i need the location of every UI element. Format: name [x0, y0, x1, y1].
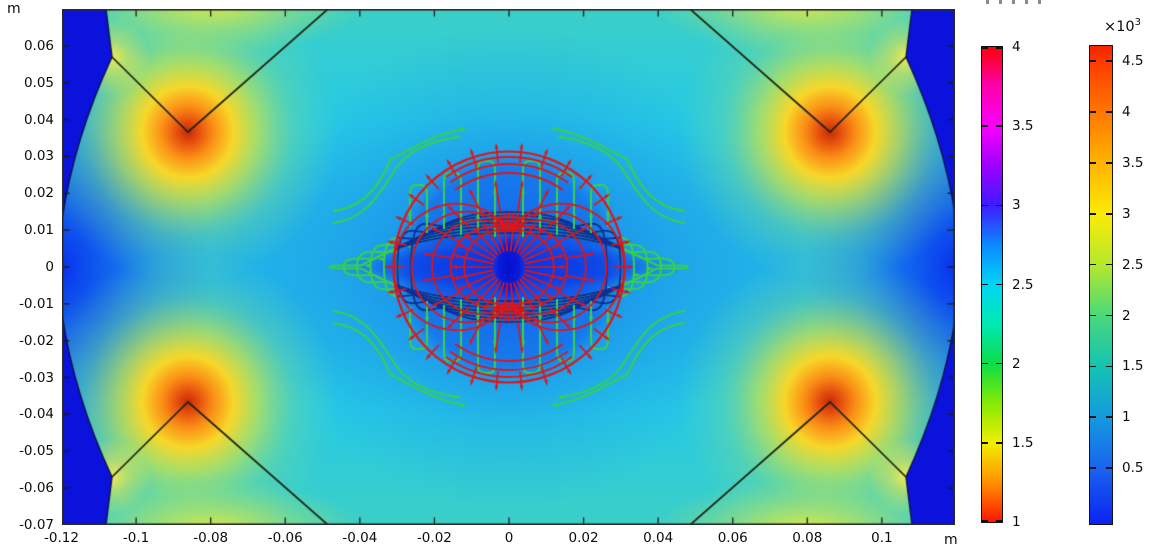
colorbar-tick: [1106, 263, 1112, 266]
colorbar-tick: [996, 47, 1002, 49]
colorbar-tick: [1090, 467, 1096, 469]
colorbar-tick-label: 3.5: [1012, 118, 1034, 135]
streamline-colorbar: [981, 46, 1003, 523]
y-tick-label: 0.06: [23, 37, 54, 54]
colorbar-tick: [1106, 111, 1112, 113]
colorbar-tick: [996, 442, 1002, 444]
x-tick-label: -0.12: [44, 530, 79, 546]
colorbar-tick: [1090, 314, 1096, 317]
colorbar-tick: [996, 362, 1002, 365]
surface-colorbar: [1089, 45, 1113, 525]
colorbar-tick-label: 2.5: [1012, 276, 1034, 293]
colorbar-tick-label: 3: [1122, 205, 1131, 222]
colorbar-tick: [1106, 314, 1112, 317]
x-tick-label: -0.08: [193, 530, 229, 546]
x-axis-unit-label: m: [944, 532, 958, 548]
field-plot-canvas[interactable]: [62, 9, 955, 525]
x-tick-label: 0.06: [717, 530, 748, 546]
colorbar-tick: [1106, 213, 1112, 215]
colorbar-tick-label: 4: [1012, 39, 1021, 55]
y-tick-label: -0.04: [19, 406, 54, 423]
colorbar-tick: [1090, 365, 1096, 368]
x-tick-label: -0.04: [342, 530, 378, 546]
colorbar-tick-label: 1.5: [1122, 358, 1144, 375]
colorbar-tick: [996, 520, 1002, 522]
x-tick-label: 0.02: [568, 530, 599, 546]
y-tick-label: 0.02: [23, 185, 54, 202]
colorbar-tick: [982, 520, 988, 522]
colorbar-tick: [1090, 213, 1096, 215]
colorbar-multiplier-label: ×103: [1104, 17, 1141, 35]
y-tick-label: 0.05: [23, 74, 54, 91]
y-tick-label: 0: [45, 259, 54, 275]
colorbar-tick-label: 0.5: [1122, 460, 1144, 477]
colorbar-tick-label: 2.5: [1122, 256, 1144, 273]
y-tick-label: -0.05: [19, 443, 54, 460]
x-tick-label: -0.1: [122, 530, 150, 546]
colorbar-tick: [1090, 263, 1096, 266]
x-tick-label: 0.04: [643, 530, 674, 546]
y-tick-label: -0.07: [19, 516, 54, 533]
colorbar-tick-label: 1.5: [1012, 434, 1034, 451]
colorbar-tick-label: 1: [1012, 514, 1021, 530]
colorbar-tick: [996, 125, 1002, 127]
y-tick-label: -0.03: [19, 369, 54, 386]
colorbar-tick: [982, 442, 988, 444]
colorbar-tick: [1106, 416, 1112, 418]
colorbar-tick: [1106, 467, 1112, 469]
colorbar-tick: [1090, 162, 1096, 164]
colorbar-tick-label: 2: [1122, 307, 1131, 324]
x-tick-label: 0: [504, 530, 514, 546]
x-tick-label: -0.06: [267, 530, 303, 546]
y-tick-label: 0.03: [23, 148, 54, 165]
colorbar-tick: [1106, 162, 1112, 164]
y-tick-label: 0.01: [23, 222, 54, 239]
colorbar-tick: [982, 125, 988, 127]
colorbar-tick: [1090, 111, 1096, 113]
y-tick-label: -0.02: [19, 332, 54, 349]
y-axis-unit-label: m: [7, 1, 21, 17]
colorbar-tick: [982, 204, 988, 207]
colorbar-tick-label: 4: [1122, 104, 1131, 121]
colorbar-tick-label: 4.5: [1122, 53, 1144, 70]
colorbar-tick: [982, 362, 988, 365]
colorbar-tick: [996, 283, 1002, 286]
x-tick-label: -0.02: [416, 530, 452, 546]
y-tick-label: 0.04: [23, 111, 54, 128]
x-tick-label: 0.08: [792, 530, 823, 546]
x-tick-label: 0.1: [871, 530, 893, 546]
colorbar-tick: [1106, 60, 1112, 63]
colorbar-tick: [1090, 60, 1096, 63]
colorbar-tick: [982, 47, 988, 49]
colorbar-tick-label: 3: [1012, 197, 1021, 214]
cropped-title-fragment: [986, 0, 1044, 4]
colorbar-tick: [1106, 365, 1112, 368]
y-tick-label: -0.06: [19, 480, 54, 497]
colorbar-tick: [1090, 416, 1096, 418]
colorbar-tick-label: 1: [1122, 409, 1131, 426]
y-tick-label: -0.01: [19, 295, 54, 312]
colorbar-tick-label: 3.5: [1122, 154, 1144, 171]
colorbar-tick-label: 2: [1012, 355, 1021, 372]
colorbar-tick: [982, 283, 988, 286]
colorbar-tick: [996, 204, 1002, 207]
